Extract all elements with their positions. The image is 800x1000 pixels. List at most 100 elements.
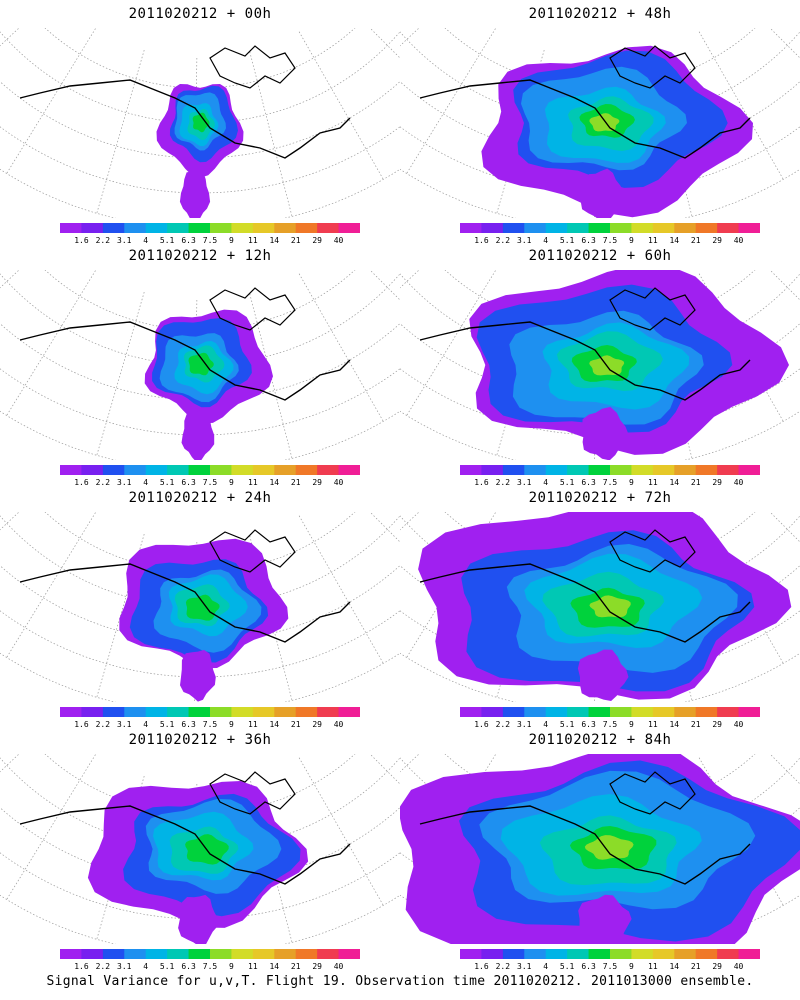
colorbar-swatch <box>481 223 504 233</box>
colorbar-tick-label: 21 <box>690 478 701 487</box>
colorbar-swatch <box>502 223 525 233</box>
arctic-islands <box>609 529 696 573</box>
colorbar-swatch <box>717 707 740 717</box>
colorbar-tick-label: 7.5 <box>602 962 618 971</box>
colorbar-tick-label: 1.6 <box>74 962 89 971</box>
colorbar-tick-label: 29 <box>312 236 322 245</box>
colorbar-tick-label: 21 <box>690 962 701 971</box>
colorbar-tick-label: 40 <box>733 962 744 971</box>
colorbar-swatch <box>210 949 232 959</box>
variance-contour-fill <box>578 894 632 944</box>
forecast-panel: 2011020212 + 72h 1.6 2.2 3.1 4 5.1 6.3 7.5 9 11 14… <box>400 484 800 729</box>
variance-contour-fill <box>582 406 629 460</box>
colorbar-tick-label: 7.5 <box>202 478 218 487</box>
colorbar-swatch <box>460 223 482 233</box>
colorbar-swatch <box>60 223 82 233</box>
colorbar-tick-label: 4 <box>543 236 549 245</box>
forecast-panel: 2011020212 + 60h 1.6 2.2 3.1 4 5.1 6.3 7.5 9 11 14… <box>400 242 800 487</box>
colorbar-tick-label: 14 <box>669 236 680 245</box>
colorbar-tick-label: 7.5 <box>202 720 218 729</box>
colorbar-tick-label: 4 <box>543 478 549 487</box>
colorbar-tick-label: 2.2 <box>495 962 511 971</box>
colorbar-swatch <box>652 223 675 233</box>
colorbar-tick-label: 11 <box>248 478 258 487</box>
colorbar-swatch <box>188 465 211 475</box>
colorbar-tick-label: 5.1 <box>559 720 575 729</box>
colorbar-tick-label: 5.1 <box>159 962 175 971</box>
map-graticule <box>0 512 400 702</box>
colorbar-swatch <box>567 223 590 233</box>
colorbar-tick-label: 11 <box>248 236 258 245</box>
colorbar-tick-label: 40 <box>733 478 744 487</box>
forecast-panel: 2011020212 + 12h 1.6 2.2 3.1 4 5.1 6.3 7.5 9 11 14… <box>0 242 400 487</box>
colorbar-tick-label: 14 <box>669 962 680 971</box>
variance-map <box>0 754 400 944</box>
colorbar-swatch <box>460 465 482 475</box>
variance-contour-fill <box>181 409 215 460</box>
colorbar-swatch <box>231 465 254 475</box>
colorbar-swatch <box>631 707 654 717</box>
colorbar-swatch <box>567 707 590 717</box>
variance-contour-fill <box>185 594 220 621</box>
colorbar-tick-label: 9 <box>629 962 634 971</box>
colorbar-tick-label: 7.5 <box>202 236 218 245</box>
colorbar-labels: 1.6 2.2 3.1 4 5.1 6.3 7.5 9 11 14 21 29 40 <box>460 720 760 732</box>
map-graticule <box>0 28 400 218</box>
colorbar-swatch <box>717 223 740 233</box>
colorbar-swatch <box>524 949 547 959</box>
colorbar-swatch <box>695 223 718 233</box>
colorbar-tick-label: 5.1 <box>159 720 175 729</box>
colorbar-tick-label: 4 <box>143 962 149 971</box>
colorbar-tick-label: 3.1 <box>117 236 132 245</box>
colorbar-tick-label: 7.5 <box>602 236 618 245</box>
colorbar <box>460 465 760 475</box>
colorbar-swatch <box>610 223 632 233</box>
colorbar-swatch <box>674 223 697 233</box>
colorbar-swatch <box>545 707 568 717</box>
colorbar-swatch <box>188 949 211 959</box>
colorbar-tick-label: 5.1 <box>559 478 575 487</box>
colorbar-swatch <box>631 223 654 233</box>
variance-map <box>400 270 800 460</box>
colorbar-swatch <box>295 465 318 475</box>
coastline <box>19 563 351 643</box>
colorbar-labels: 1.6 2.2 3.1 4 5.1 6.3 7.5 9 11 14 21 29 40 <box>60 720 360 732</box>
colorbar-tick-label: 1.6 <box>474 478 489 487</box>
colorbar-tick-label: 14 <box>669 478 680 487</box>
colorbar-swatch <box>274 707 297 717</box>
coastline <box>419 563 751 643</box>
colorbar <box>460 707 760 717</box>
colorbar-labels: 1.6 2.2 3.1 4 5.1 6.3 7.5 9 11 14 21 29 40 <box>460 962 760 974</box>
colorbar-tick-label: 1.6 <box>474 962 489 971</box>
colorbar-labels: 1.6 2.2 3.1 4 5.1 6.3 7.5 9 11 14 21 29 40 <box>60 236 360 248</box>
colorbar-swatch <box>717 949 740 959</box>
arctic-islands <box>209 529 296 573</box>
variance-map <box>0 512 400 702</box>
colorbar-tick-label: 6.3 <box>181 236 196 245</box>
colorbar-swatch <box>295 707 318 717</box>
colorbar-tick-label: 11 <box>248 962 258 971</box>
colorbar-tick-label: 9 <box>629 478 634 487</box>
colorbar-swatch <box>60 949 82 959</box>
colorbar-swatch <box>631 949 654 959</box>
arctic-islands <box>209 45 296 89</box>
colorbar-swatch <box>81 949 104 959</box>
coastline <box>419 321 751 401</box>
colorbar <box>460 949 760 959</box>
colorbar-tick-label: 9 <box>229 478 234 487</box>
colorbar-swatch <box>588 949 611 959</box>
variance-contour-fill <box>180 649 216 702</box>
forecast-panel: 2011020212 + 24h 1.6 2.2 3.1 4 5.1 6.3 7.5 9 11 14… <box>0 484 400 729</box>
colorbar-tick-label: 40 <box>333 720 344 729</box>
colorbar-swatch <box>610 465 632 475</box>
variance-contour-fill <box>589 595 631 618</box>
colorbar-tick-label: 11 <box>648 236 658 245</box>
colorbar-swatch <box>695 465 718 475</box>
colorbar-tick-label: 6.3 <box>181 720 196 729</box>
colorbar-swatch <box>338 949 360 959</box>
colorbar-tick-label: 2.2 <box>495 236 511 245</box>
colorbar-swatch <box>610 949 632 959</box>
variance-contour-fill <box>192 112 210 133</box>
colorbar-swatch <box>295 949 318 959</box>
colorbar-tick-label: 3.1 <box>517 478 532 487</box>
